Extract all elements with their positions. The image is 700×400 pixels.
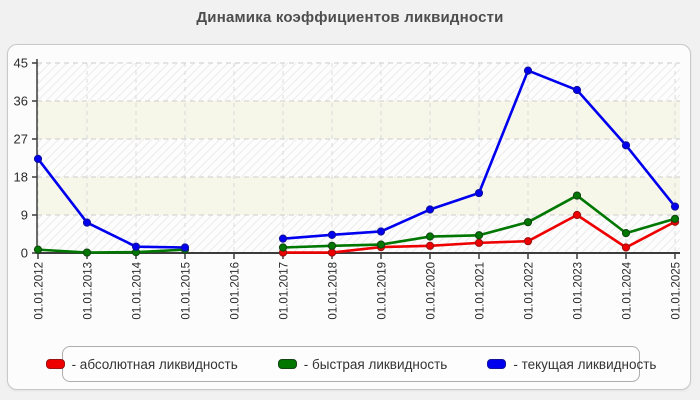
svg-text:27: 27	[14, 132, 28, 147]
svg-text:01.01.2019: 01.01.2019	[377, 262, 389, 320]
legend-label-absolute: - абсолютная ликвидность	[71, 356, 238, 372]
svg-text:01.01.2017: 01.01.2017	[279, 262, 291, 320]
chart-svg: 0 9 18 27 36 45 01.01.2012 01.01.2013 01.01.2014…	[14, 56, 683, 320]
svg-text:18: 18	[14, 170, 28, 185]
legend-item-current: - текущая ликвидность	[487, 357, 656, 372]
legend-label-current: - текущая ликвидность	[513, 356, 657, 372]
chart-title: Динамика коэффициентов ликвидности	[196, 9, 504, 26]
legend-item-absolute: - абсолютная ликвидность	[45, 356, 238, 372]
svg-text:45: 45	[14, 56, 28, 71]
svg-text:01.01.2024: 01.01.2024	[622, 261, 634, 319]
svg-text:0: 0	[21, 246, 28, 261]
svg-text:01.01.2012: 01.01.2012	[34, 262, 46, 320]
svg-text:9: 9	[21, 208, 28, 223]
chart-legend: - абсолютная ликвидность - быстрая ликви…	[45, 346, 656, 382]
svg-text:01.01.2016: 01.01.2016	[230, 262, 242, 320]
svg-text:36: 36	[14, 94, 28, 109]
svg-text:01.01.2023: 01.01.2023	[573, 262, 585, 320]
svg-text:01.01.2020: 01.01.2020	[426, 262, 438, 320]
legend-swatch-blue	[487, 359, 507, 369]
svg-text:01.01.2022: 01.01.2022	[524, 262, 536, 320]
chart-panel: 0 9 18 27 36 45 01.01.2012 01.01.2013 01.01.2014…	[7, 44, 691, 390]
legend-label-quick: - быстрая ликвидность	[303, 356, 448, 372]
legend-item-quick: - быстрая ликвидность	[277, 356, 448, 372]
svg-text:01.01.2014: 01.01.2014	[132, 261, 144, 319]
svg-text:01.01.2015: 01.01.2015	[181, 262, 193, 320]
svg-text:01.01.2013: 01.01.2013	[83, 262, 95, 320]
svg-text:01.01.2021: 01.01.2021	[475, 262, 487, 320]
legend-swatch-red	[45, 359, 65, 369]
svg-text:01.01.2025: 01.01.2025	[671, 262, 683, 320]
svg-text:01.01.2018: 01.01.2018	[328, 262, 340, 320]
legend-swatch-green	[277, 359, 297, 369]
